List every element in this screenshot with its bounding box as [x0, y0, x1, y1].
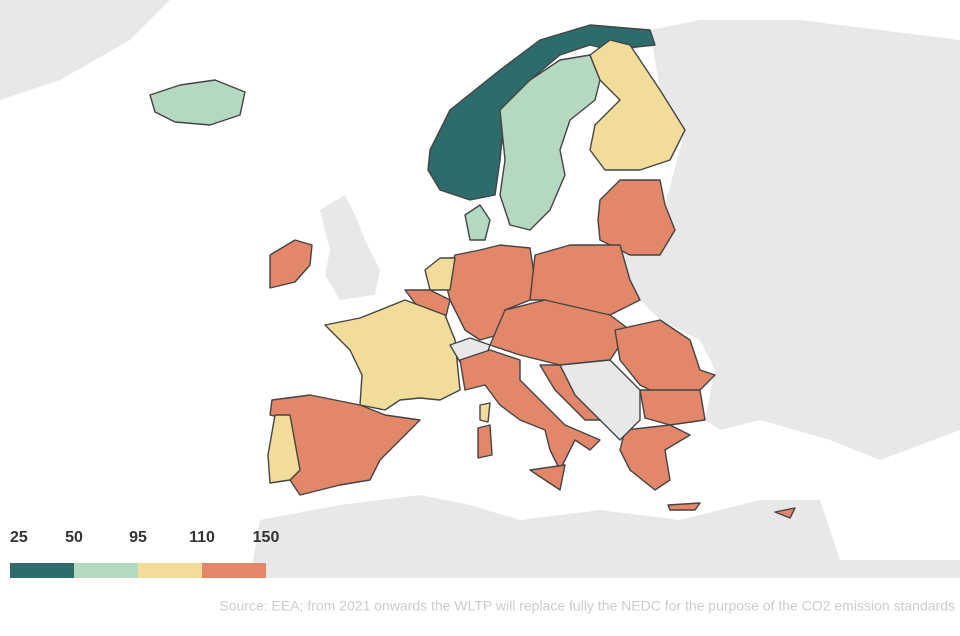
legend-swatch	[74, 563, 138, 578]
country	[427, 24, 656, 201]
legend-label: 95	[129, 529, 147, 546]
legend-swatch	[138, 563, 202, 578]
legend-label: 150	[253, 529, 280, 546]
legend: 25 50 95 110 150	[10, 529, 279, 578]
country	[477, 424, 493, 459]
country	[539, 364, 601, 421]
country	[639, 389, 706, 426]
country	[589, 39, 686, 171]
country	[529, 244, 641, 316]
source-note: Source: EEA; from 2021 onwards the WLTP …	[219, 598, 955, 614]
country	[614, 319, 716, 396]
country	[267, 414, 301, 484]
country	[499, 54, 601, 231]
country	[667, 502, 701, 511]
country	[459, 349, 601, 471]
legend-swatch	[202, 563, 266, 578]
country	[149, 79, 246, 126]
legend-label: 25	[10, 529, 28, 546]
legend-swatch	[10, 563, 74, 578]
country	[464, 204, 491, 241]
country	[529, 464, 566, 491]
country	[619, 424, 691, 491]
country	[424, 257, 456, 291]
country	[774, 507, 796, 519]
country	[324, 299, 461, 411]
country	[597, 179, 676, 256]
legend-label: 50	[65, 529, 83, 546]
country	[479, 402, 491, 423]
legend-label: 110	[189, 529, 215, 546]
countries	[149, 24, 796, 519]
country	[269, 239, 313, 289]
